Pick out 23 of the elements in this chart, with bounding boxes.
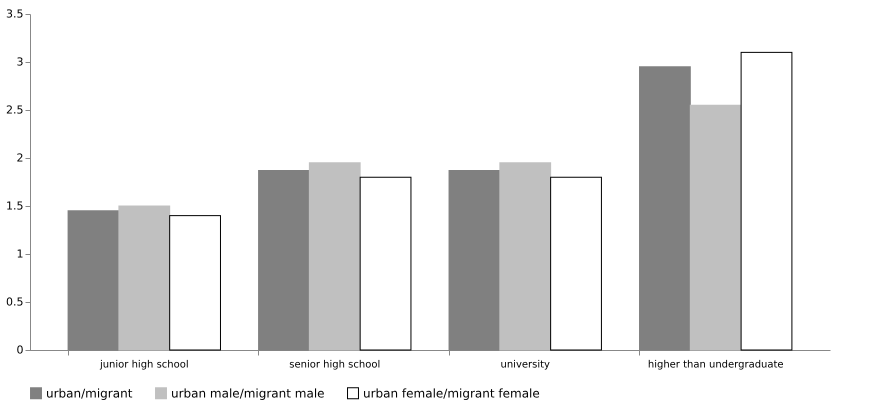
y-tick-label: 3 bbox=[16, 56, 24, 68]
x-tick-label: junior high school bbox=[98, 360, 189, 370]
y-tick-label: 1.5 bbox=[6, 200, 24, 212]
x-tick-label: higher than undergraduate bbox=[648, 360, 784, 370]
bar bbox=[169, 215, 221, 350]
bar bbox=[550, 176, 602, 350]
y-tick-label: 0 bbox=[16, 344, 24, 356]
x-tick-label: senior high school bbox=[289, 360, 380, 370]
bar bbox=[690, 104, 742, 350]
legend-label: urban female/migrant female bbox=[363, 386, 540, 400]
legend-label: urban/migrant bbox=[46, 386, 133, 400]
legend-label: urban male/migrant male bbox=[171, 386, 325, 400]
bar bbox=[499, 162, 552, 350]
bar bbox=[740, 52, 792, 350]
y-tick-label: 3.5 bbox=[6, 8, 24, 20]
bar bbox=[308, 162, 361, 350]
x-tick-label: university bbox=[500, 360, 550, 370]
bar bbox=[118, 206, 170, 350]
y-tick-label: 2.5 bbox=[6, 104, 24, 116]
y-tick-label: 2 bbox=[16, 152, 24, 164]
y-tick-label: 0.5 bbox=[6, 296, 24, 308]
bar bbox=[360, 176, 412, 350]
y-tick-label: 1 bbox=[16, 248, 24, 260]
